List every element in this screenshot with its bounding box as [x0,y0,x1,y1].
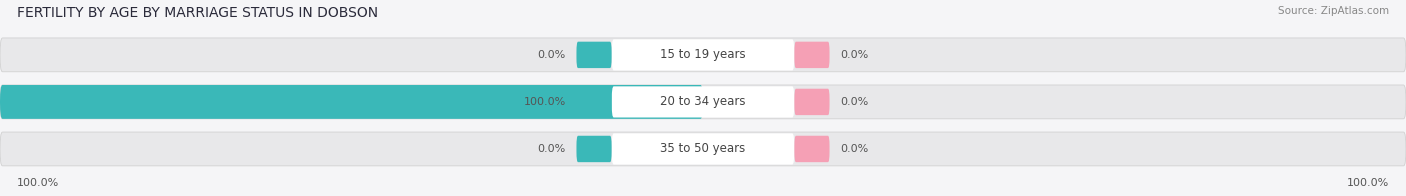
Text: 20 to 34 years: 20 to 34 years [661,95,745,108]
Text: 100.0%: 100.0% [1347,178,1389,188]
Text: 0.0%: 0.0% [841,50,869,60]
Text: 15 to 19 years: 15 to 19 years [661,48,745,61]
FancyBboxPatch shape [794,136,830,162]
Text: 35 to 50 years: 35 to 50 years [661,142,745,155]
FancyBboxPatch shape [0,38,1406,72]
Text: 100.0%: 100.0% [523,97,565,107]
FancyBboxPatch shape [576,89,612,115]
FancyBboxPatch shape [612,39,794,70]
FancyBboxPatch shape [794,89,830,115]
FancyBboxPatch shape [576,42,612,68]
FancyBboxPatch shape [612,133,794,164]
Text: 0.0%: 0.0% [841,97,869,107]
Text: 100.0%: 100.0% [17,178,59,188]
Text: 0.0%: 0.0% [537,144,565,154]
Text: Source: ZipAtlas.com: Source: ZipAtlas.com [1278,6,1389,16]
FancyBboxPatch shape [0,132,1406,166]
FancyBboxPatch shape [794,42,830,68]
FancyBboxPatch shape [576,136,612,162]
Text: 0.0%: 0.0% [841,144,869,154]
Text: 0.0%: 0.0% [537,50,565,60]
FancyBboxPatch shape [0,85,1406,119]
Text: FERTILITY BY AGE BY MARRIAGE STATUS IN DOBSON: FERTILITY BY AGE BY MARRIAGE STATUS IN D… [17,6,378,20]
FancyBboxPatch shape [612,86,794,117]
FancyBboxPatch shape [0,85,703,119]
